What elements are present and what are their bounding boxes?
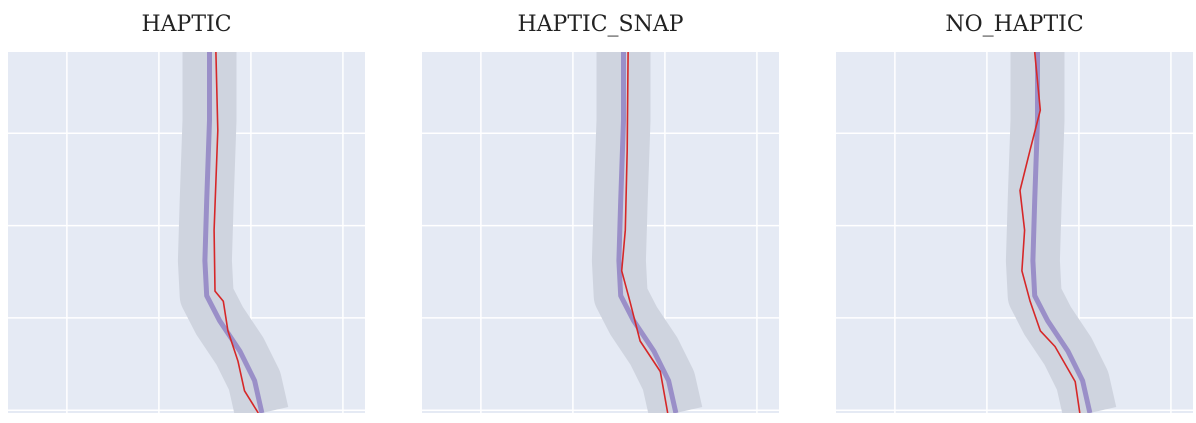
chart-title: HAPTIC [141, 12, 231, 37]
panel: HAPTIC_SNAP [422, 12, 779, 413]
panel: HAPTIC [8, 12, 365, 413]
trajectory-line [1019, 52, 1081, 413]
trajectory-line [620, 52, 669, 413]
chart-title: HAPTIC_SNAP [517, 12, 683, 37]
chart-title: NO_HAPTIC [945, 12, 1083, 37]
plot-content [591, 52, 703, 413]
trajectory-line [213, 52, 259, 413]
reference-line [202, 52, 265, 413]
reference-line [616, 52, 679, 413]
reference-line [1030, 52, 1093, 413]
panel: NO_HAPTIC [836, 12, 1193, 413]
plot-content [1005, 52, 1117, 413]
plot-content [177, 52, 289, 413]
